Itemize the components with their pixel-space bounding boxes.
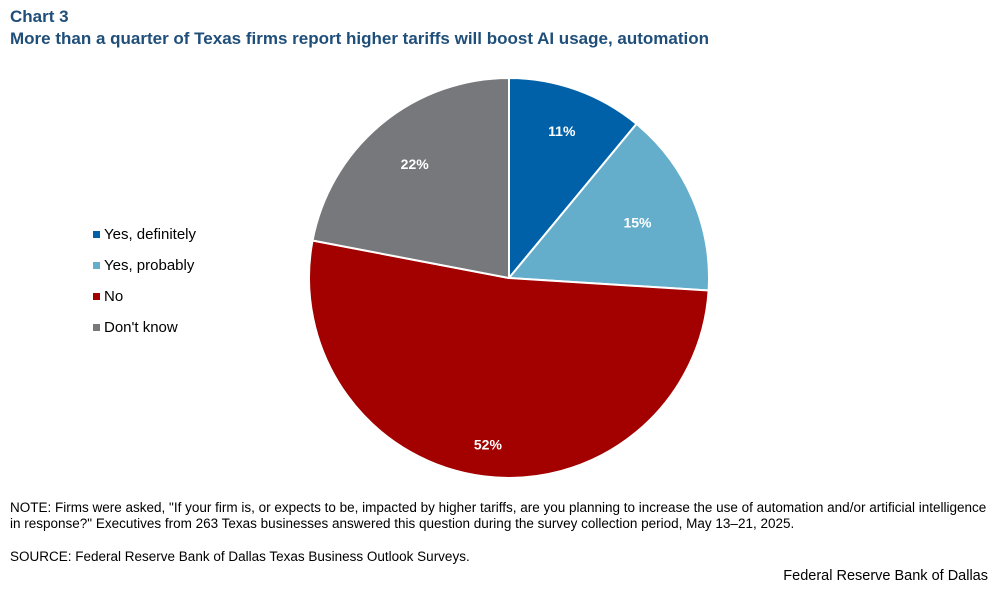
legend-swatch [93,293,100,300]
legend-item-no: No [93,281,196,312]
legend-label: Yes, probably [104,257,195,274]
slice-value-label: 52% [474,437,503,453]
pie-slice-no [308,239,710,479]
pie-slice-don-t-know [311,77,510,279]
legend-item-yes-definitely: Yes, definitely [93,219,196,250]
slice-value-label: 22% [401,156,430,172]
legend-label: Yes, definitely [104,226,197,243]
pie-slice-yes-probably [508,122,711,292]
chart-note: NOTE: Firms were asked, "If your firm is… [10,500,987,531]
pie-slice-yes-definitely [508,77,638,279]
legend-swatch [93,324,100,331]
chart-credit: Federal Reserve Bank of Dallas [783,568,988,584]
slice-value-label: 11% [548,123,576,139]
chart-title: More than a quarter of Texas firms repor… [10,29,709,48]
legend-label: Don't know [104,319,178,336]
legend: Yes, definitely Yes, probably No Don't k… [93,219,196,343]
slice-value-label: 15% [623,214,652,230]
legend-swatch [93,262,100,269]
legend-item-dont-know: Don't know [93,312,196,343]
legend-label: No [104,288,124,305]
legend-swatch [93,231,100,238]
legend-item-yes-probably: Yes, probably [93,250,196,281]
chart-source: SOURCE: Federal Reserve Bank of Dallas T… [10,549,470,564]
chart-number: Chart 3 [10,7,69,26]
